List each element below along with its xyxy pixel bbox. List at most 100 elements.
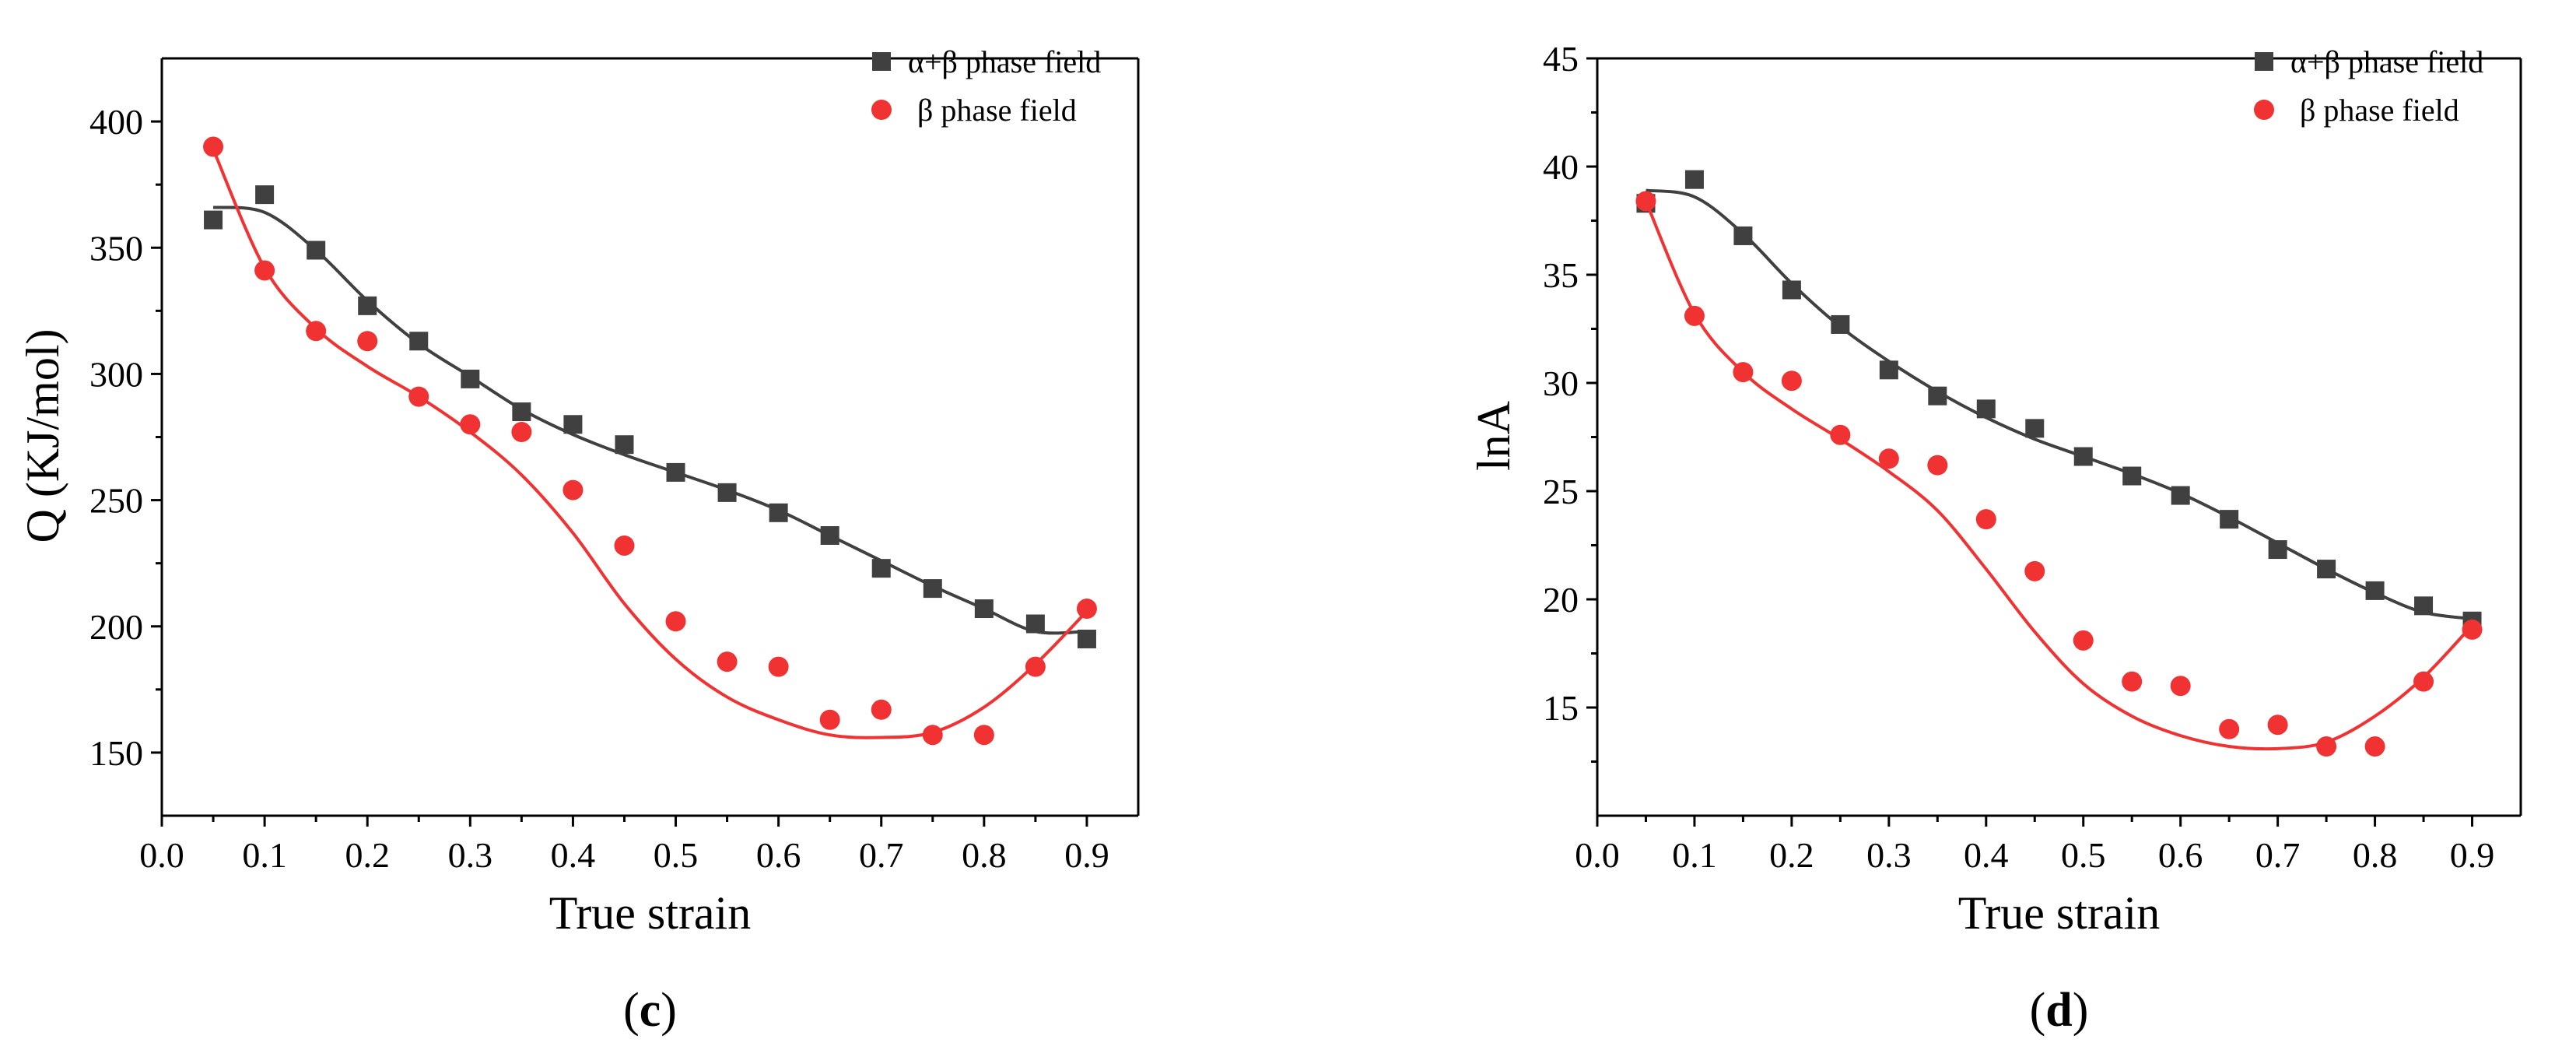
- x-tick-label: 0.0: [139, 835, 184, 875]
- panel-label: (d): [2030, 984, 2089, 1037]
- data-point-beta: [1076, 599, 1097, 620]
- data-point-alpha-beta: [2414, 596, 2434, 616]
- data-point-alpha-beta: [1733, 226, 1753, 245]
- chart-panel-c: 0.0 0.1 0.2 0.3 0.4 0.5 0.6 0.7 0.8 0.9 150 200 250 3…: [17, 44, 1140, 1037]
- data-point-beta: [2364, 736, 2385, 757]
- data-point-beta: [2073, 630, 2094, 651]
- x-tick-label: 0.2: [1769, 835, 1814, 875]
- data-point-alpha-beta: [512, 402, 531, 422]
- x-tick-label: 0.0: [1575, 835, 1620, 875]
- legend-marker-alpha-beta: [2255, 52, 2273, 71]
- y-axis-title: lnA: [1468, 401, 1519, 471]
- x-tick-label: 0.8: [2353, 835, 2398, 875]
- data-point-beta: [1635, 191, 1656, 212]
- data-point-alpha-beta: [409, 332, 429, 351]
- data-point-alpha-beta: [563, 415, 583, 434]
- data-point-alpha-beta: [1077, 629, 1096, 648]
- data-point-beta: [1927, 455, 1948, 476]
- data-point-beta: [2316, 736, 2337, 757]
- data-point-beta: [2267, 715, 2288, 736]
- y-tick-label: 25: [1543, 472, 1579, 511]
- data-point-alpha-beta: [1928, 386, 1947, 406]
- legend-label-beta: β phase field: [2300, 93, 2459, 128]
- x-tick-label: 0.4: [1964, 835, 2009, 875]
- data-point-beta: [357, 331, 378, 352]
- data-point-alpha-beta: [769, 503, 788, 522]
- data-point-beta: [922, 725, 943, 746]
- legend-marker-beta: [2254, 100, 2274, 120]
- data-point-alpha-beta: [1782, 280, 1801, 300]
- x-tick-label: 0.3: [448, 835, 493, 875]
- y-tick-label: 30: [1543, 363, 1579, 403]
- data-point-alpha-beta: [1976, 399, 1996, 419]
- data-point-beta: [665, 611, 686, 632]
- data-point-beta: [2024, 560, 2045, 581]
- y-tick-label: 150: [89, 733, 143, 773]
- data-point-beta: [2219, 718, 2240, 739]
- data-point-alpha-beta: [666, 462, 685, 482]
- data-point-beta: [1781, 370, 1802, 392]
- chart-panel-d: 0.0 0.1 0.2 0.3 0.4 0.5 0.6 0.7 0.8 0.9 15 20 25 30 35…: [1468, 39, 2522, 1037]
- legend-label-beta: β phase field: [917, 93, 1077, 128]
- fit-curve-alpha-beta: [212, 205, 1087, 635]
- x-tick-label: 0.7: [2255, 835, 2301, 875]
- data-point-beta: [973, 725, 994, 746]
- y-tick-label: 250: [89, 481, 143, 521]
- y-tick-label: 350: [89, 228, 143, 268]
- legend-marker-beta: [871, 100, 892, 120]
- data-point-beta: [254, 260, 275, 281]
- data-point-alpha-beta: [2025, 419, 2045, 438]
- data-point-beta: [1684, 305, 1705, 326]
- data-point-beta: [2462, 619, 2483, 640]
- y-tick-label: 400: [89, 102, 143, 142]
- panel-label: (c): [623, 984, 677, 1037]
- x-tick-label: 0.1: [1672, 835, 1717, 875]
- data-point-alpha-beta: [2268, 540, 2287, 560]
- data-point-beta: [2122, 671, 2143, 692]
- data-point-alpha-beta: [2122, 466, 2142, 486]
- x-tick-label: 0.1: [242, 835, 287, 875]
- y-tick-label: 35: [1543, 255, 1579, 295]
- fit-curve-alpha-beta: [1645, 188, 2473, 621]
- data-point-beta: [614, 535, 635, 556]
- x-tick-label: 0.5: [2061, 835, 2106, 875]
- data-point-beta: [768, 656, 789, 677]
- y-tick-label: 15: [1543, 688, 1579, 728]
- data-point-beta: [306, 321, 327, 342]
- data-point-beta: [2170, 676, 2191, 697]
- x-tick-label: 0.4: [551, 835, 596, 875]
- x-tick-label: 0.7: [859, 835, 904, 875]
- data-point-beta: [460, 414, 481, 435]
- data-point-alpha-beta: [820, 525, 839, 545]
- data-point-beta: [511, 422, 532, 443]
- data-point-alpha-beta: [871, 559, 891, 578]
- data-point-beta: [717, 651, 738, 672]
- legend-marker-alpha-beta: [872, 52, 891, 71]
- data-point-alpha-beta: [2171, 486, 2190, 505]
- x-tick-label: 0.6: [756, 835, 801, 875]
- data-point-alpha-beta: [615, 435, 634, 455]
- data-point-alpha-beta: [1684, 170, 1704, 189]
- data-point-beta: [1830, 424, 1851, 445]
- data-point-beta: [2413, 671, 2434, 692]
- legend-label-alpha-beta: α+β phase field: [2290, 44, 2483, 79]
- data-point-alpha-beta: [461, 369, 480, 388]
- data-point-beta: [1025, 656, 1046, 677]
- x-tick-label: 0.5: [654, 835, 699, 875]
- data-point-alpha-beta: [1025, 614, 1045, 634]
- x-axis-title: True strain: [549, 887, 751, 939]
- legend-label-alpha-beta: α+β phase field: [908, 44, 1101, 79]
- y-tick-label: 200: [89, 607, 143, 647]
- y-tick-label: 45: [1543, 39, 1579, 79]
- x-tick-label: 0.6: [2158, 835, 2203, 875]
- data-point-beta: [203, 136, 224, 157]
- y-tick-label: 40: [1543, 147, 1579, 187]
- x-axis-title: True strain: [1958, 887, 2160, 939]
- data-point-alpha-beta: [717, 483, 737, 502]
- data-point-alpha-beta: [1879, 360, 1898, 380]
- data-point-alpha-beta: [2365, 581, 2385, 600]
- data-point-beta: [819, 709, 840, 730]
- data-point-alpha-beta: [974, 599, 994, 619]
- x-tick-label: 0.8: [962, 835, 1007, 875]
